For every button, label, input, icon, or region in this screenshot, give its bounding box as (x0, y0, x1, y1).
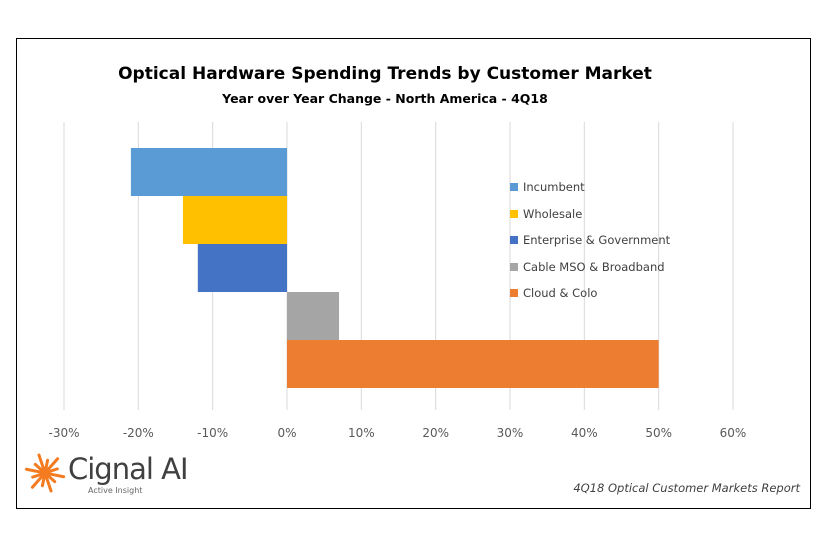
legend-swatch (510, 209, 518, 218)
x-tick-label: -30% (48, 426, 79, 440)
x-tick-label: -20% (123, 426, 154, 440)
chart-legend: Incumbent Wholesale Enterprise & Governmen… (510, 174, 670, 307)
logo-wordmark: Cignal AI (68, 452, 189, 486)
legend-item: Cable MSO & Broadband (510, 254, 670, 281)
legend-swatch (510, 236, 518, 245)
legend-item: Enterprise & Government (510, 227, 670, 254)
legend-item: Incumbent (510, 174, 670, 201)
legend-label: Incumbent (523, 180, 585, 195)
chart-subtitle: Year over Year Change - North America - … (222, 91, 548, 106)
legend-item: Cloud & Colo (510, 280, 670, 307)
x-tick-label: 0% (277, 426, 296, 440)
bar-cloud-colo (287, 340, 659, 388)
chart-frame (16, 38, 811, 509)
legend-item: Wholesale (510, 201, 670, 228)
cignal-logo: Cignal AI Active Insight (22, 450, 192, 500)
x-tick-label: 50% (645, 426, 672, 440)
sunburst-logo-icon (24, 453, 66, 493)
legend-label: Cable MSO & Broadband (523, 259, 665, 274)
report-footer: 4Q18 Optical Customer Markets Report (573, 481, 800, 495)
x-tick-label: -10% (197, 426, 228, 440)
legend-swatch (510, 262, 518, 271)
bar-wholesale (182, 196, 287, 244)
x-tick-label: 40% (571, 426, 598, 440)
legend-label: Cloud & Colo (523, 286, 598, 301)
x-tick-label: 30% (497, 426, 524, 440)
x-tick-label: 20% (422, 426, 449, 440)
bar-cable-mso-broadband (287, 292, 340, 340)
legend-swatch (510, 289, 518, 298)
chart-title: Optical Hardware Spending Trends by Cust… (118, 64, 652, 84)
x-tick-label: 10% (348, 426, 375, 440)
bar-incumbent (130, 148, 287, 196)
logo-tagline: Active Insight (88, 486, 143, 495)
legend-label: Enterprise & Government (523, 233, 671, 248)
legend-swatch (510, 183, 518, 192)
x-tick-label: 60% (720, 426, 747, 440)
bar-enterprise-government (197, 244, 287, 292)
legend-label: Wholesale (523, 206, 583, 221)
